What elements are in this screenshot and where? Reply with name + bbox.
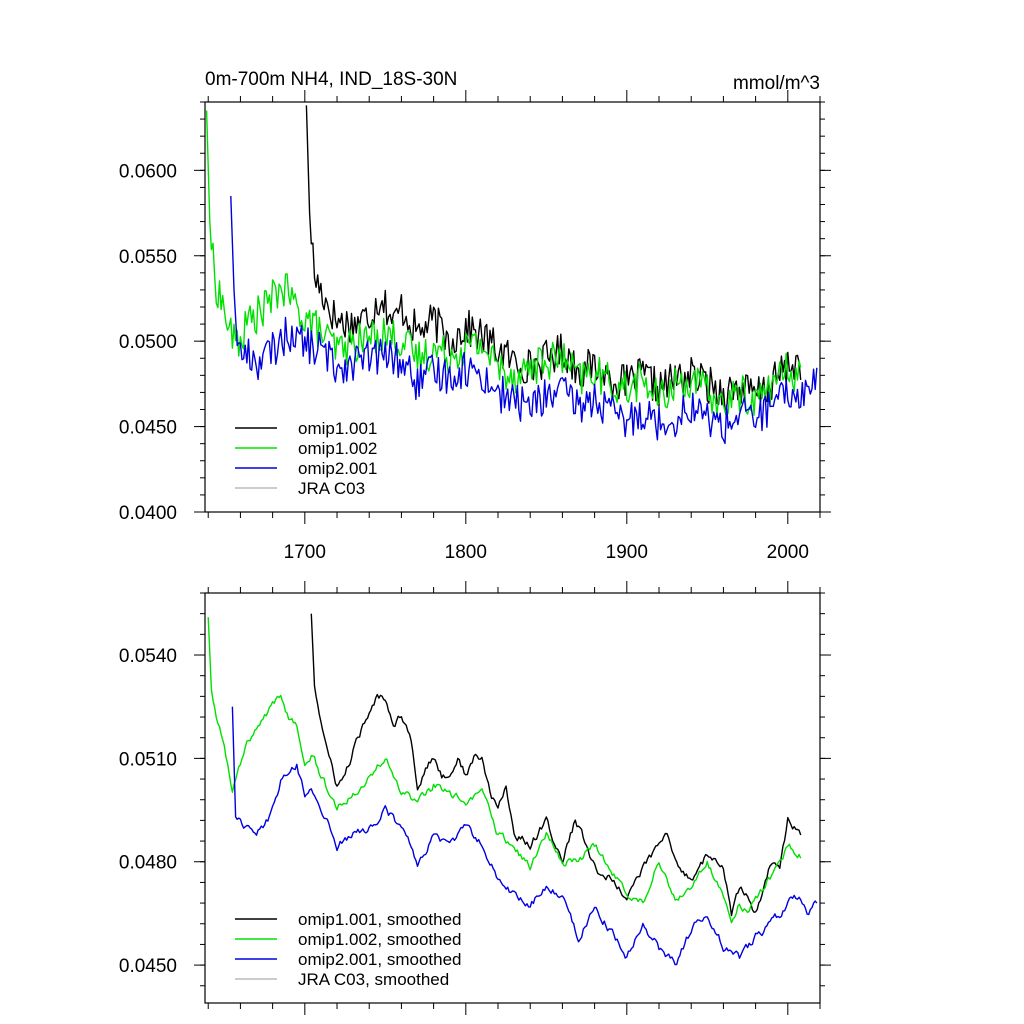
y-tick-label: 0.0480 <box>119 853 177 874</box>
x-tick-label: 2000 <box>767 542 809 563</box>
series-line-0 <box>310 613 802 917</box>
y-tick-label: 0.0400 <box>119 503 177 524</box>
legend-label: JRA C03 <box>298 479 365 498</box>
series-line-0 <box>305 105 802 411</box>
units-label: mmol/m^3 <box>733 73 820 94</box>
chart-title: 0m-700m NH4, IND_18S-30N <box>205 69 457 90</box>
legend-label: omip1.001 <box>298 419 377 438</box>
legend-label: omip2.001, smoothed <box>298 950 462 969</box>
legend-label: omip1.001, smoothed <box>298 910 462 929</box>
y-tick-label: 0.0600 <box>119 161 177 182</box>
legend-label: JRA C03, smoothed <box>298 970 449 989</box>
y-tick-label: 0.0450 <box>119 418 177 439</box>
x-tick-label: 1700 <box>284 542 326 563</box>
x-tick-label: 1800 <box>445 542 487 563</box>
y-tick-label: 0.0450 <box>119 956 177 977</box>
y-tick-label: 0.0510 <box>119 749 177 770</box>
series-line-1 <box>205 110 802 418</box>
series-line-2 <box>230 195 818 445</box>
y-tick-label: 0.0540 <box>119 646 177 667</box>
x-tick-label: 1900 <box>606 542 648 563</box>
y-tick-label: 0.0550 <box>119 247 177 268</box>
legend-label: omip1.002, smoothed <box>298 930 462 949</box>
legend-label: omip2.001 <box>298 459 377 478</box>
y-tick-label: 0.0500 <box>119 332 177 353</box>
plot-frame <box>204 592 821 1004</box>
series-line-2 <box>231 706 818 966</box>
bottom-panel: 0.0450 0.0480 0.0510 0.0540 omip1.001, smoot… <box>119 581 831 1015</box>
top-panel: 0.0400 0.0450 0.0500 0.0550 0.0600 1700 1800 19… <box>119 69 831 563</box>
legend-label: omip1.002 <box>298 439 377 458</box>
series-line-1 <box>207 617 802 924</box>
